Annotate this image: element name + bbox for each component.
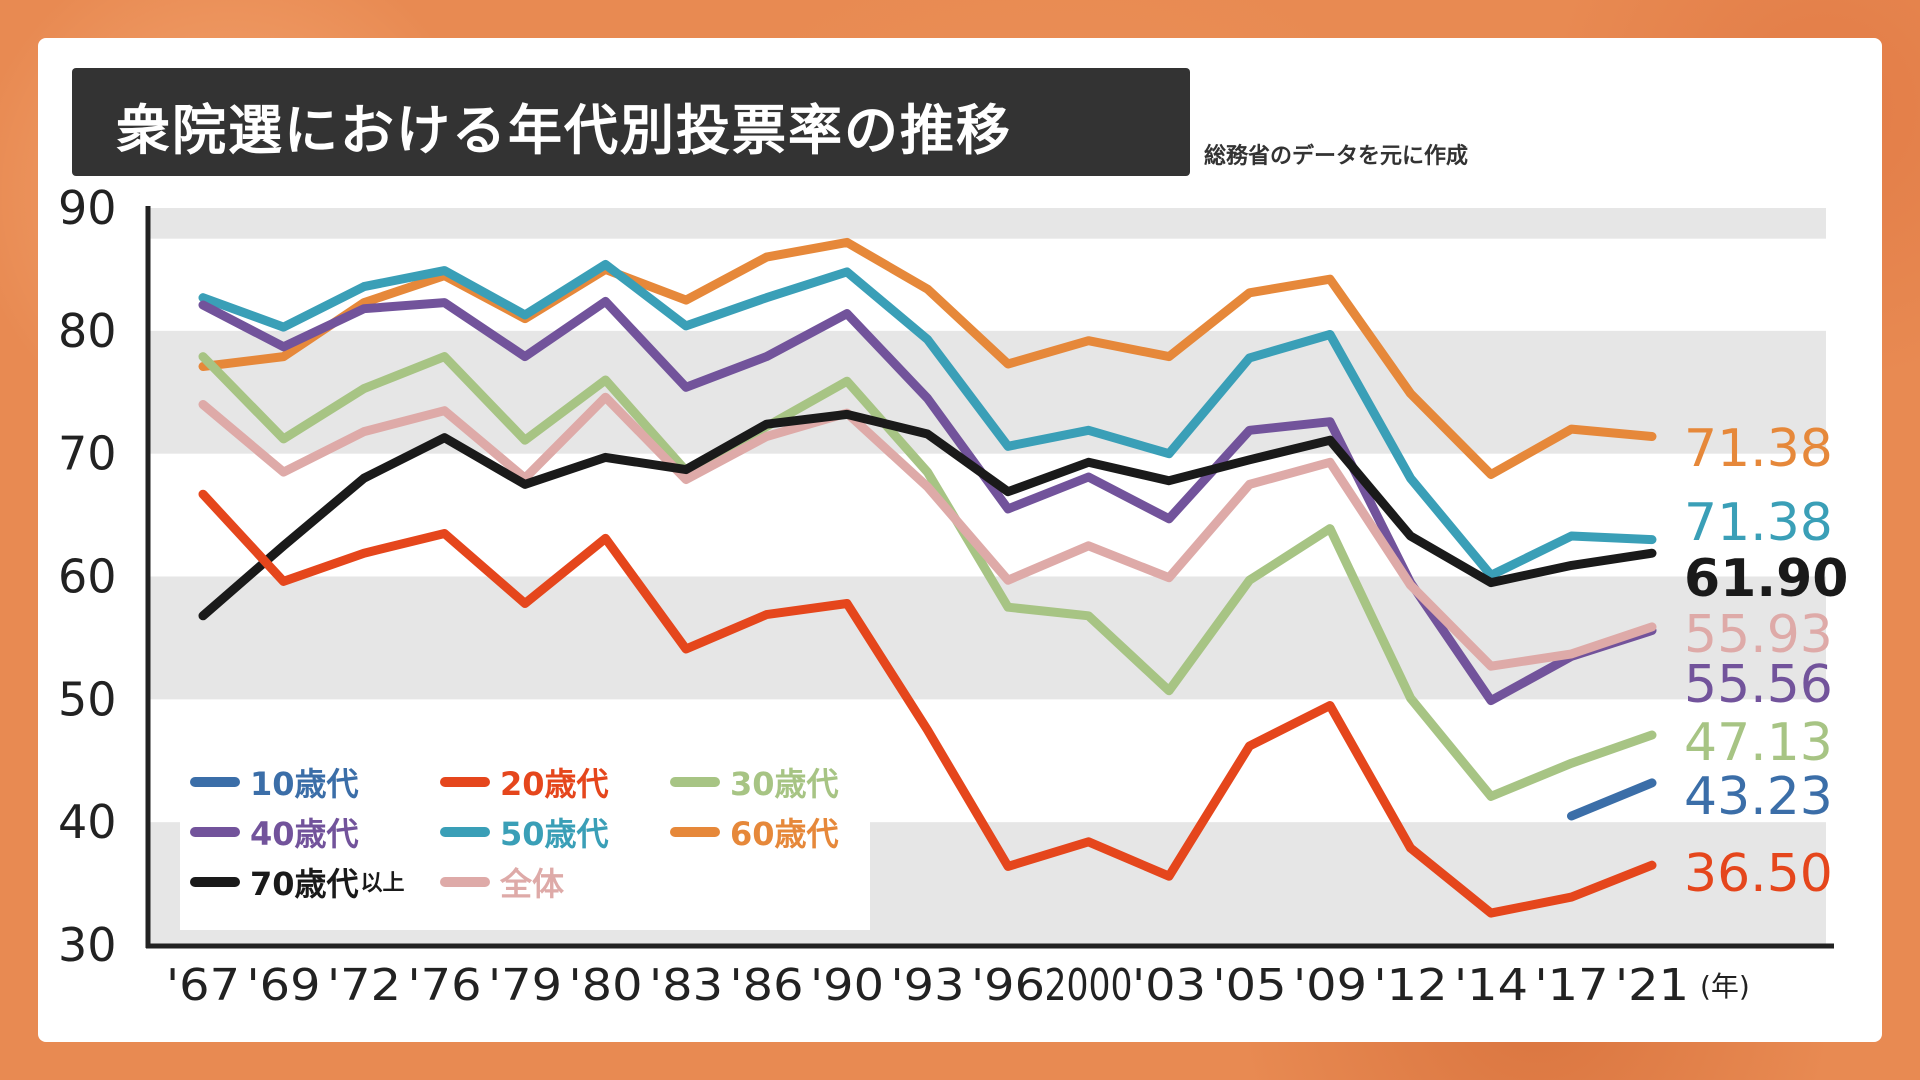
y-tick-label: 40 xyxy=(58,795,117,849)
legend-item-70s: 70歳代 以上 xyxy=(190,862,405,903)
x-tick-label: '86 xyxy=(730,960,804,1011)
x-tick-label: '79 xyxy=(488,960,562,1011)
legend-swatch-60s xyxy=(670,827,720,837)
end-label-30s: 47.13 xyxy=(1684,713,1833,773)
legend-sublabel-70s: 以上 xyxy=(360,871,405,896)
end-label-10s: 43.23 xyxy=(1684,767,1833,827)
x-tick-label: '17 xyxy=(1535,960,1609,1011)
source-note: 総務省のデータを元に作成 xyxy=(1204,144,1469,169)
legend-item-60s: 60歳代 xyxy=(670,812,839,853)
legend-label-20s: 20歳代 xyxy=(500,765,609,803)
series-line-70s xyxy=(198,409,1657,621)
x-tick-label: 2000 xyxy=(1045,960,1133,1011)
legend-item-50s: 50歳代 xyxy=(440,812,609,853)
title-banner: 衆院選における年代別投票率の推移 xyxy=(72,68,1190,176)
series-line-all xyxy=(198,392,1657,671)
x-tick-label: '72 xyxy=(327,960,401,1011)
legend-item-30s: 30歳代 xyxy=(670,762,839,803)
legend-label-70s: 70歳代 xyxy=(250,865,359,903)
legend-item-all: 全体 xyxy=(440,862,565,903)
legend-item-40s: 40歳代 xyxy=(190,812,359,853)
legend-label-all: 全体 xyxy=(500,865,565,903)
series-line-10s xyxy=(1567,778,1657,821)
x-tick-label: '83 xyxy=(649,960,723,1011)
x-tick-label: '12 xyxy=(1374,960,1448,1011)
x-tick-label: '03 xyxy=(1132,960,1206,1011)
x-tick-label: '96 xyxy=(971,960,1045,1011)
grid-band xyxy=(148,576,1826,700)
grid-band xyxy=(148,208,1826,239)
legend-label-50s: 50歳代 xyxy=(500,815,609,853)
end-label-60s: 71.38 xyxy=(1684,419,1833,479)
axes xyxy=(145,206,1834,949)
y-tick-labels: 90 80 70 60 50 40 30 xyxy=(58,181,117,972)
legend-item-10s: 10歳代 xyxy=(190,762,359,803)
end-label-all: 55.93 xyxy=(1684,605,1833,665)
y-tick-label: 70 xyxy=(58,427,117,481)
y-tick-label: 30 xyxy=(58,918,117,972)
legend-swatch-20s xyxy=(440,777,490,787)
x-tick-label: '21 xyxy=(1615,960,1689,1011)
series-lines xyxy=(198,237,1657,918)
x-tick-label: '69 xyxy=(247,960,321,1011)
y-tick-label: 80 xyxy=(58,304,117,358)
legend-item-20s: 20歳代 xyxy=(440,762,609,803)
x-tick-label: '14 xyxy=(1454,960,1528,1011)
legend-swatch-70s xyxy=(190,877,240,887)
grid-band xyxy=(148,330,1826,454)
series-line-30s xyxy=(198,352,1657,801)
chart-title: 衆院選における年代別投票率の推移 xyxy=(116,99,1012,162)
x-tick-label: '05 xyxy=(1213,960,1287,1011)
series-line-20s xyxy=(198,489,1657,918)
legend-label-10s: 10歳代 xyxy=(250,765,359,803)
end-label-20s: 36.50 xyxy=(1684,844,1833,904)
legend-swatch-40s xyxy=(190,827,240,837)
legend-label-30s: 30歳代 xyxy=(730,765,839,803)
y-tick-label: 60 xyxy=(58,550,117,604)
y-tick-label: 90 xyxy=(58,181,117,235)
legend-swatch-50s xyxy=(440,827,490,837)
x-tick-label: '67 xyxy=(166,960,240,1011)
legend-swatch-30s xyxy=(670,777,720,787)
legend-swatch-all xyxy=(440,877,490,887)
legend-label-40s: 40歳代 xyxy=(250,815,359,853)
x-tick-label: '93 xyxy=(891,960,965,1011)
x-tick-labels: '67'69'72'76'79'80'83'86'90'93'96 2000'03… xyxy=(166,960,1750,1011)
series-line-50s xyxy=(198,260,1657,580)
end-label-40s: 55.56 xyxy=(1684,655,1833,715)
x-tick-label: '09 xyxy=(1293,960,1367,1011)
legend-label-60s: 60歳代 xyxy=(730,815,839,853)
legend-swatch-10s xyxy=(190,777,240,787)
end-label-70s: 61.90 xyxy=(1684,549,1848,609)
y-tick-label: 50 xyxy=(58,672,117,726)
x-tick-label: '90 xyxy=(810,960,884,1011)
year-unit-label: (年) xyxy=(1700,970,1750,1003)
x-tick-label: '76 xyxy=(408,960,482,1011)
legend: 10歳代 20歳代 30歳代 40歳代 50歳代 60歳代 70歳代 以上 全体 xyxy=(180,762,870,930)
x-tick-label: '80 xyxy=(569,960,643,1011)
end-label-50s: 71.38 xyxy=(1684,493,1833,553)
